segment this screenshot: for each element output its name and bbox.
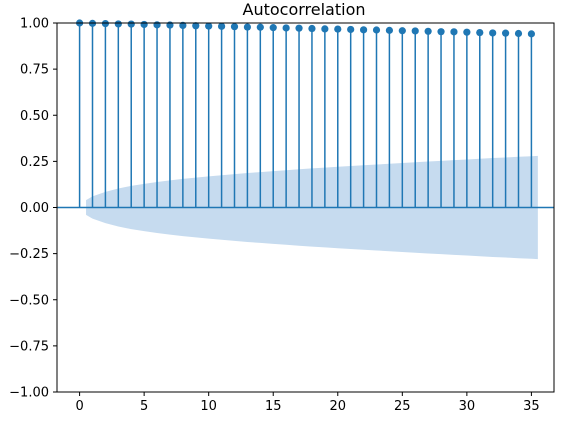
y-tick-label: 1.00 [20,17,49,32]
x-tick-label: 30 [459,399,476,414]
y-tick-label: 0.75 [20,63,49,78]
acf-point [192,22,200,30]
acf-point [230,23,239,31]
acf-point [334,25,342,33]
x-tick-label: 10 [200,399,217,414]
x-tick-label: 25 [394,399,411,414]
acf-point [347,25,355,34]
y-tick-label: −0.75 [9,339,49,354]
acf-point [282,24,290,32]
acf-point [269,24,277,32]
x-tick-label: 35 [523,399,540,414]
y-axis-ticks: −1.00 −0.75 −0.50 −0.25 0.00 0.25 0.50 0.75 1.00 [9,17,57,401]
x-axis-ticks: 0 5 10 15 20 25 30 35 [75,392,540,414]
acf-point [424,27,432,35]
acf-point [295,24,303,32]
acf-point [411,27,419,35]
x-tick-label: 20 [329,399,346,414]
x-tick-label: 5 [140,399,148,414]
acf-point [114,20,122,28]
acf-point [385,26,394,34]
y-tick-label: −1.00 [9,386,49,401]
acf-point [437,28,445,36]
acf-point [527,30,536,38]
acf-point [127,20,135,28]
acf-point [514,29,523,38]
x-tick-label: 0 [75,399,83,414]
x-tick-label: 15 [265,399,282,414]
acf-point [398,27,406,35]
y-tick-label: 0.25 [20,155,49,170]
y-tick-label: 0.50 [20,109,49,124]
acf-point [153,21,161,29]
acf-point [217,22,226,30]
acf-point [308,24,316,33]
y-tick-label: 0.00 [20,201,49,216]
y-tick-label: −0.25 [9,247,49,262]
y-tick-label: −0.50 [9,293,49,308]
acf-point [476,28,484,37]
acf-point [140,20,148,29]
acf-point [489,29,497,37]
acf-point [463,28,471,36]
acf-point [179,21,187,29]
acf-point [359,26,368,34]
chart-title: Autocorrelation [243,0,366,19]
acf-point [101,19,110,28]
acf-point [205,22,213,30]
acf-point [243,23,252,31]
acf-point [450,28,458,36]
acf-point [372,26,381,34]
acf-point [256,23,264,31]
acf-point [321,25,329,33]
acf-point [501,29,510,37]
